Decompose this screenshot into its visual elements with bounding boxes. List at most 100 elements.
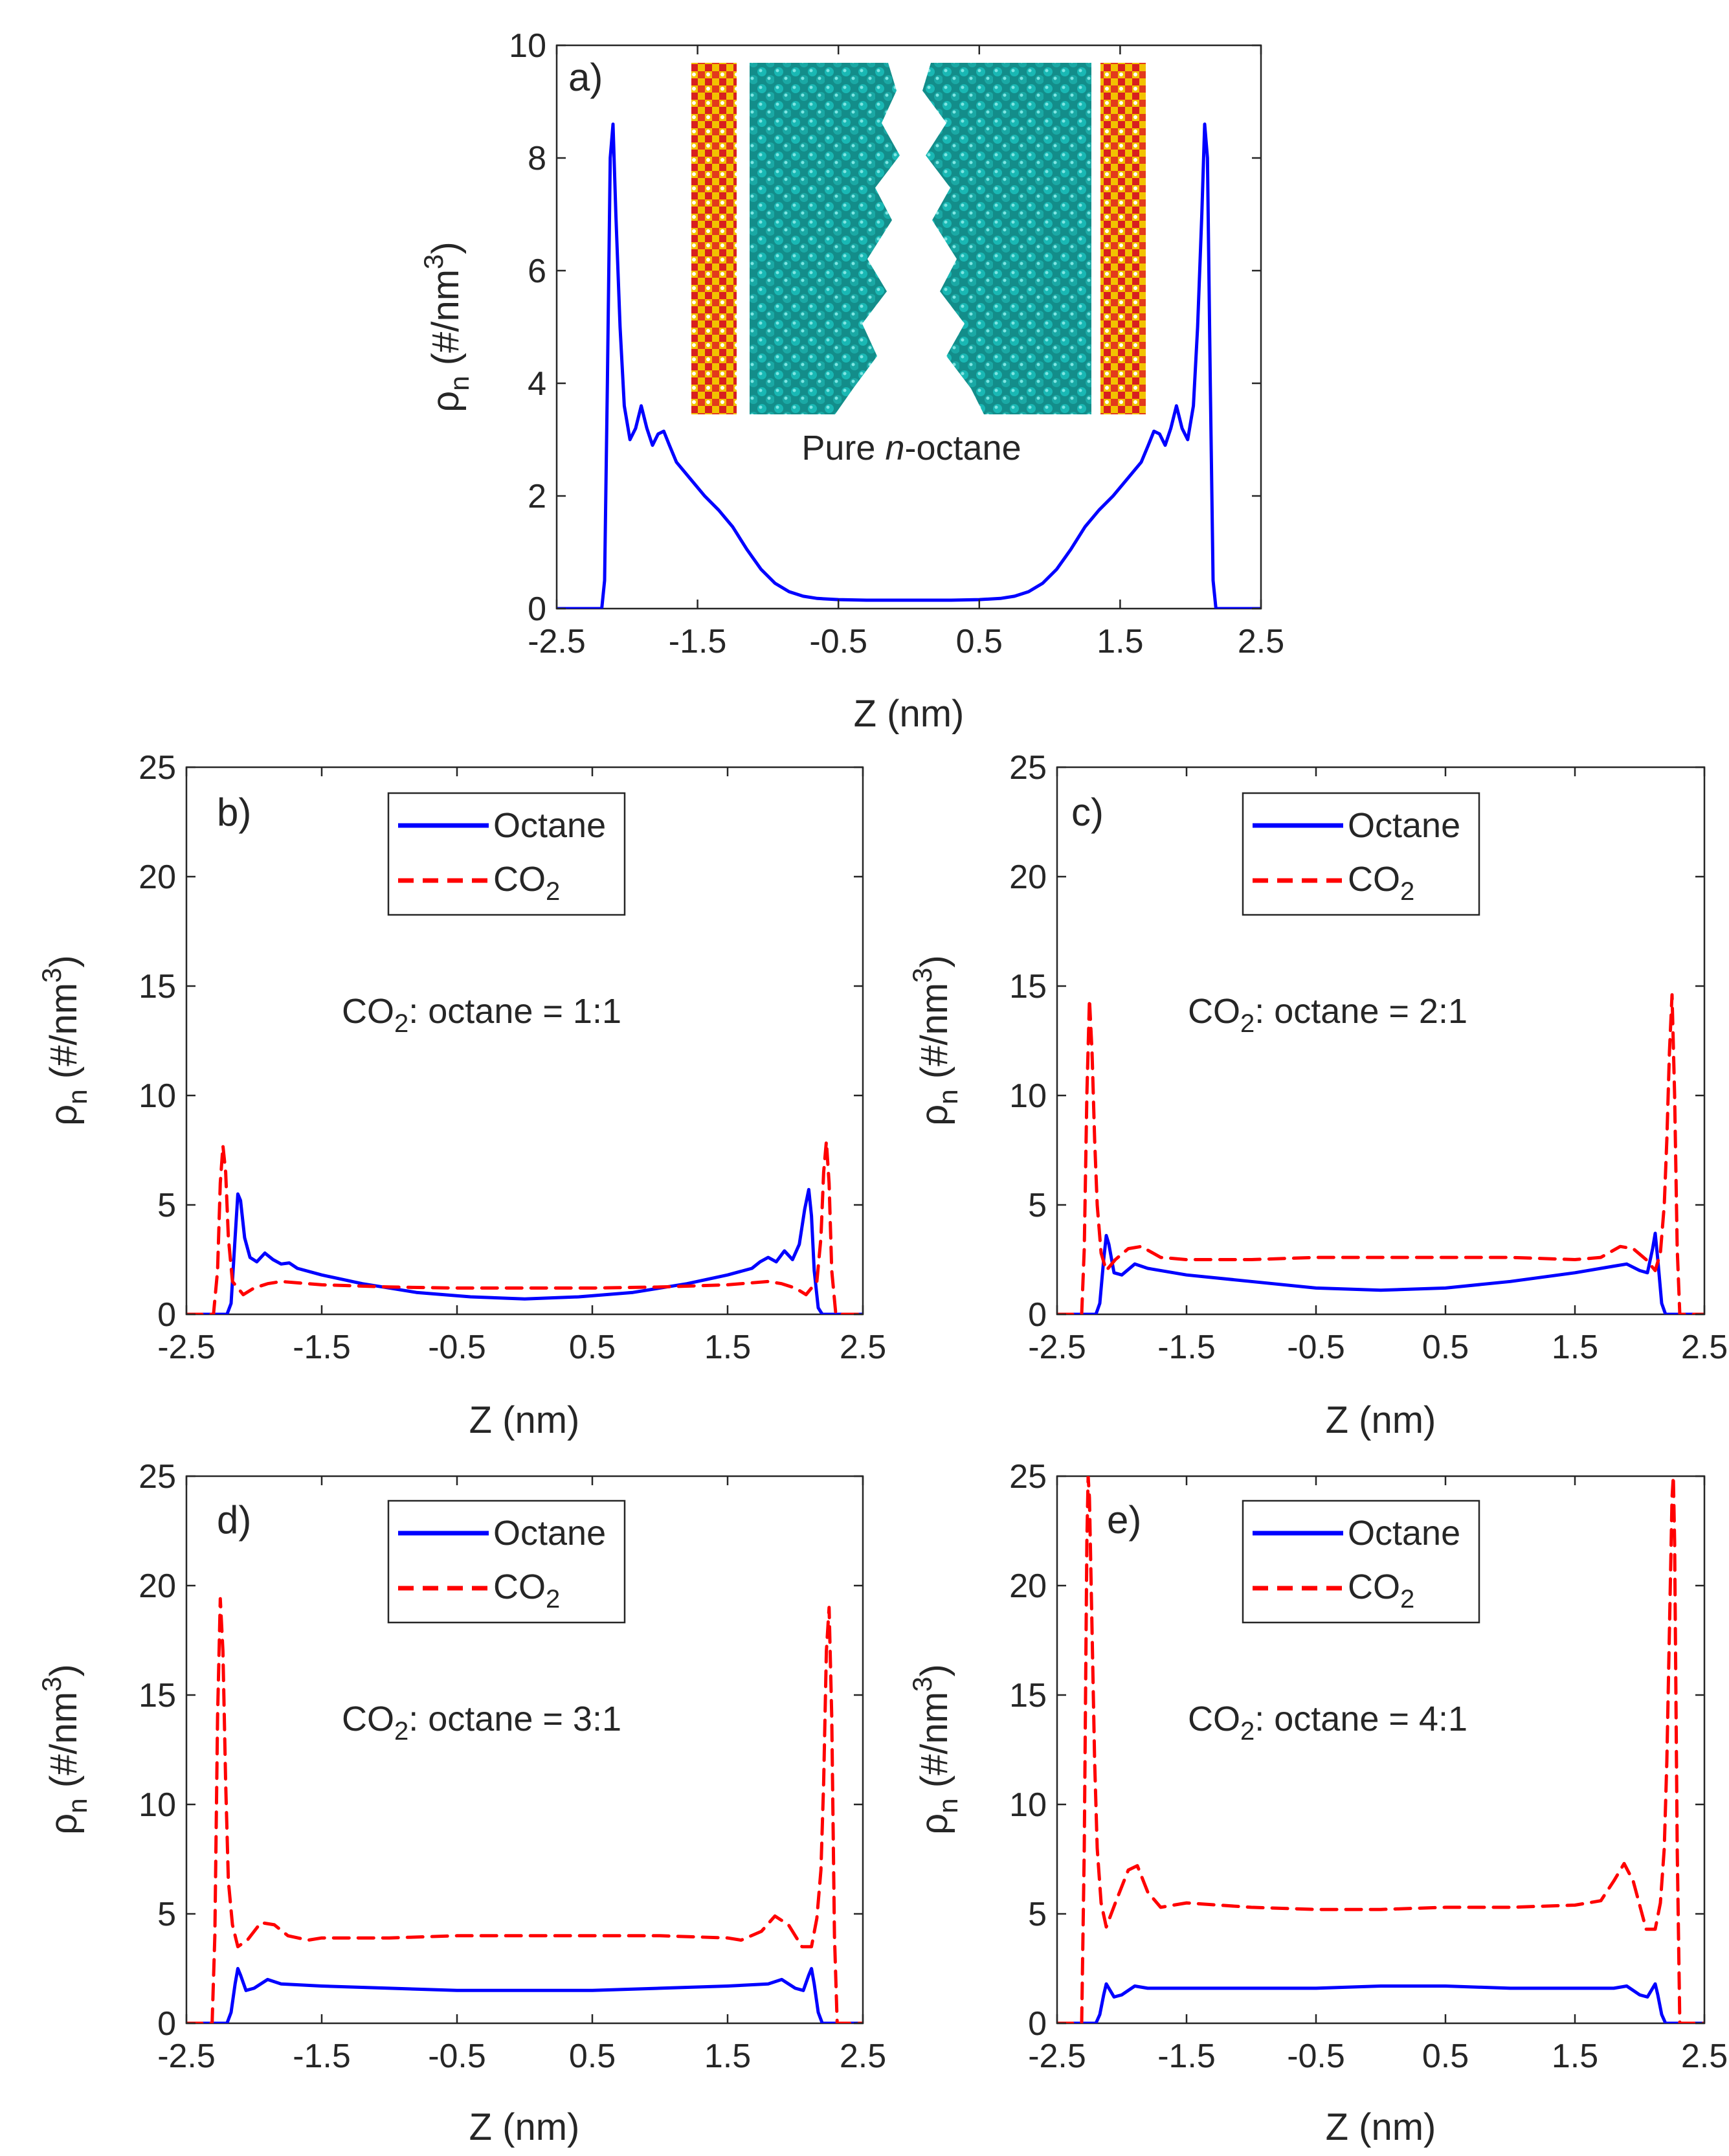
xticks-layer-a: -2.5 -1.5 -0.5 0.5 1.5 2.5 — [528, 45, 1284, 660]
yticks-layer-c: 0 5 10 15 20 25 — [1009, 749, 1704, 1334]
xtick-label-a-0: -2.5 — [528, 623, 586, 660]
silica-wall-right — [1100, 63, 1146, 414]
xtick-label-d-2: -0.5 — [428, 2038, 486, 2075]
xticks-layer-c: -2.5 -1.5 -0.5 0.5 1.5 2.5 — [1028, 767, 1728, 1366]
legend-c: Octane CO2 — [1242, 792, 1480, 916]
series-layer-d — [186, 1597, 863, 2023]
panel-label-b: b) — [217, 791, 251, 834]
xtick-label-b-5: 2.5 — [840, 1329, 886, 1366]
xtick-label-b-0: -2.5 — [157, 1329, 216, 1366]
ytick-label-a-2: 4 — [528, 365, 546, 403]
ytick-label-e-3: 15 — [1009, 1677, 1047, 1714]
xtick-label-c-3: 0.5 — [1422, 1329, 1469, 1366]
ytick-label-c-1: 5 — [1028, 1187, 1047, 1224]
xtick-label-e-3: 0.5 — [1422, 2038, 1469, 2075]
xtick-label-c-1: -1.5 — [1157, 1329, 1216, 1366]
ytick-label-c-0: 0 — [1028, 1296, 1047, 1334]
ytick-label-c-5: 25 — [1009, 749, 1047, 787]
ytick-label-b-2: 10 — [139, 1077, 176, 1115]
series-line-octane-b — [186, 1187, 863, 1314]
simulation-snapshot-inset: Pure n-octane — [691, 63, 1146, 467]
ytick-label-b-4: 20 — [139, 859, 176, 896]
xticks-layer-e: -2.5 -1.5 -0.5 0.5 1.5 2.5 — [1028, 1476, 1728, 2075]
series-line-co2-c — [1057, 993, 1704, 1314]
ylabel-d: ρn (#/nm3) — [36, 1664, 93, 1834]
octane-layer-right — [922, 63, 1091, 414]
ylabel-e: ρn (#/nm3) — [907, 1664, 963, 1834]
series-line-co2-b — [186, 1140, 863, 1314]
ytick-label-e-4: 20 — [1009, 1567, 1047, 1605]
ytick-label-a-4: 8 — [528, 140, 546, 177]
legend-box-b — [387, 792, 626, 916]
xtick-label-c-2: -0.5 — [1287, 1329, 1345, 1366]
yticks-layer-e: 0 5 10 15 20 25 — [1009, 1458, 1704, 2043]
octane-layer-left — [750, 63, 900, 414]
xtick-label-a-1: -1.5 — [669, 623, 727, 660]
xtick-label-c-4: 1.5 — [1552, 1329, 1598, 1366]
yticks-layer-a: 0 2 4 6 8 10 — [509, 27, 1261, 628]
xtick-label-e-2: -0.5 — [1287, 2038, 1345, 2075]
xtick-label-a-2: -0.5 — [809, 623, 867, 660]
legend-label-octane-d: Octane — [493, 1514, 606, 1553]
panel-label-c: c) — [1071, 791, 1104, 834]
xlabel-e: Z (nm) — [1326, 2106, 1436, 2148]
panel-label-d: d) — [217, 1498, 251, 1542]
ylabel-a: ρn (#/nm3) — [418, 241, 474, 412]
ytick-label-c-4: 20 — [1009, 859, 1047, 896]
ytick-label-e-1: 5 — [1028, 1896, 1047, 1933]
series-layer-a — [557, 122, 1261, 609]
ytick-label-d-5: 25 — [139, 1458, 176, 1496]
xtick-label-c-0: -2.5 — [1028, 1329, 1086, 1366]
legend-label-octane-c: Octane — [1348, 806, 1460, 845]
series-line-co2-e — [1057, 1476, 1704, 2023]
xtick-label-b-1: -1.5 — [293, 1329, 351, 1366]
ytick-label-e-5: 25 — [1009, 1458, 1047, 1496]
xtick-label-a-5: 2.5 — [1238, 623, 1284, 660]
xtick-label-e-4: 1.5 — [1552, 2038, 1598, 2075]
xtick-label-d-3: 0.5 — [569, 2038, 616, 2075]
xticks-layer-d: -2.5 -1.5 -0.5 0.5 1.5 2.5 — [157, 1476, 886, 2075]
ytick-label-e-2: 10 — [1009, 1786, 1047, 1824]
series-layer-c — [1057, 993, 1704, 1314]
silica-wall-left — [691, 63, 737, 414]
legend-box-c — [1242, 792, 1480, 916]
ytick-label-a-3: 6 — [528, 253, 546, 290]
legend-box-d — [387, 1499, 626, 1624]
legend-label-octane-b: Octane — [493, 806, 606, 845]
xticks-layer-b: -2.5 -1.5 -0.5 0.5 1.5 2.5 — [157, 767, 886, 1366]
xtick-label-a-3: 0.5 — [956, 623, 1003, 660]
xlabel-a: Z (nm) — [854, 693, 965, 735]
legend-e: Octane CO2 — [1242, 1499, 1480, 1624]
series-line-co2-d — [186, 1597, 863, 2023]
legend-b: Octane CO2 — [387, 792, 626, 916]
series-line-octane-a — [557, 122, 1261, 609]
ytick-label-d-1: 5 — [157, 1896, 176, 1933]
ratio-label-c: CO2: octane = 2:1 — [1188, 992, 1467, 1038]
ytick-label-d-4: 20 — [139, 1567, 176, 1605]
panel-d: 0 5 10 15 20 25 -2.5 -1.5 -0.5 0.5 1.5 2.5 d) Octa… — [36, 1458, 886, 2148]
series-line-octane-c — [1057, 1231, 1704, 1314]
ytick-label-a-5: 10 — [509, 27, 546, 65]
series-layer-e — [1057, 1476, 1704, 2023]
ytick-label-d-3: 15 — [139, 1677, 176, 1714]
panel-label-e: e) — [1107, 1498, 1141, 1542]
legend-label-octane-e: Octane — [1348, 1514, 1460, 1553]
plot-area-a — [555, 44, 1262, 610]
ytick-label-b-3: 15 — [139, 968, 176, 1005]
panel-a: Pure n-octane 0 2 4 6 8 10 -2.5 -1.5 -0.5 0.5 1.5… — [418, 27, 1284, 735]
panel-c: 0 5 10 15 20 25 -2.5 -1.5 -0.5 0.5 1.5 2.5 c) Octa… — [907, 749, 1728, 1441]
ytick-label-e-0: 0 — [1028, 2005, 1047, 2043]
xlabel-b: Z (nm) — [469, 1399, 580, 1441]
xtick-label-a-4: 1.5 — [1097, 623, 1143, 660]
inset-caption: Pure n-octane — [801, 429, 1021, 467]
series-line-octane-d — [186, 1967, 863, 2023]
ytick-label-b-5: 25 — [139, 749, 176, 787]
ytick-label-c-3: 15 — [1009, 968, 1047, 1005]
panel-label-a: a) — [568, 56, 603, 99]
ytick-label-b-1: 5 — [157, 1187, 176, 1224]
ytick-label-d-2: 10 — [139, 1786, 176, 1824]
panel-e: 0 5 10 15 20 25 -2.5 -1.5 -0.5 0.5 1.5 2.5 e) Octa… — [907, 1458, 1728, 2148]
yticks-layer-b: 0 5 10 15 20 25 — [139, 749, 863, 1334]
xlabel-d: Z (nm) — [469, 2106, 580, 2148]
